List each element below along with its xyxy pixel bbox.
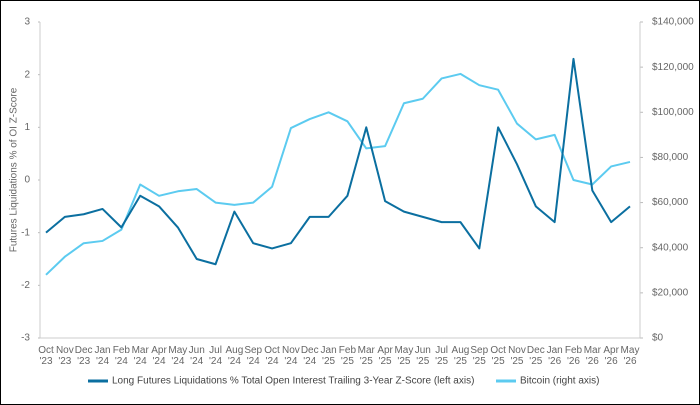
legend-label: Long Futures Liquidations % Total Open I… [112,376,474,387]
x-tick-label: May '25 [394,345,413,367]
x-tick-label: Jul '25 [435,345,448,367]
x-tick-label: Jan '26 [547,345,563,367]
x-tick-label: Mar '25 [358,345,376,367]
x-tick-label: Apr '24 [151,345,167,367]
x-tick-label: Jun '24 [189,345,205,367]
x-tick-label: Jan '25 [321,345,337,367]
x-tick-label: Nov '25 [508,345,526,367]
x-tick-label: Oct '23 [38,345,54,367]
line [45,57,631,266]
y-tick-label: 3 [24,17,30,28]
x-tick-label: Sep '25 [470,345,488,367]
x-tick-label: Nov '23 [56,345,74,367]
y2-tick-label: $60,000 [652,197,689,208]
x-tick-label: Feb '25 [339,345,357,367]
y2-tick-label: $20,000 [652,287,689,298]
x-tick-label: Sep '24 [244,345,262,367]
x-tick-label: Feb '24 [113,345,131,367]
y2-tick-label: $120,000 [652,62,694,73]
y-tick-label: 0 [24,175,30,186]
y2-tick-label: $140,000 [652,17,694,28]
x-tick-label: Mar '24 [132,345,150,367]
x-tick-label: Jun '25 [415,345,431,367]
x-tick-label: May '26 [621,345,640,367]
legend: Long Futures Liquidations % Total Open I… [88,376,599,387]
x-tick-label: Feb '26 [565,345,583,367]
y-tick-label: 1 [24,122,30,133]
y-tick-label: -2 [21,280,30,291]
x-tick-label: Dec '25 [527,345,545,367]
x-tick-label: Dec '23 [75,345,93,367]
x-tick-label: Dec '24 [301,345,319,367]
y2-tick-label: $100,000 [652,107,694,118]
x-tick-label: Aug '24 [225,345,243,367]
x-tick-label: Oct '25 [490,345,506,367]
x-tick-label: Oct '24 [264,345,280,367]
y-tick-label: -3 [21,333,30,344]
x-tick-label: Nov '24 [282,345,300,367]
y2-tick-label: $80,000 [652,152,689,163]
y-tick-label: -1 [21,227,30,238]
x-tick-label: Apr '26 [603,345,619,367]
x-tick-label: Jan '24 [94,345,110,367]
y-axis-label: Futures Liquidations % of OI Z-Score [9,87,20,252]
y-tick-label: 2 [24,69,30,80]
x-tick-label: Aug '25 [452,345,470,367]
x-tick-label: May '24 [168,345,187,367]
line [45,72,631,276]
y2-tick-label: $40,000 [652,242,689,253]
x-tick-label: Mar '26 [584,345,602,367]
x-tick-label: Apr '25 [377,345,393,367]
x-tick-label: Jul '24 [209,345,222,367]
y2-tick-label: $0 [652,333,664,344]
legend-label: Bitcoin (right axis) [520,376,599,387]
